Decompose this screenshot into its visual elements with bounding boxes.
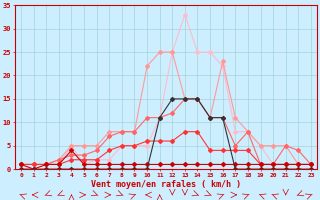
X-axis label: Vent moyen/en rafales ( km/h ): Vent moyen/en rafales ( km/h ) (91, 180, 241, 189)
